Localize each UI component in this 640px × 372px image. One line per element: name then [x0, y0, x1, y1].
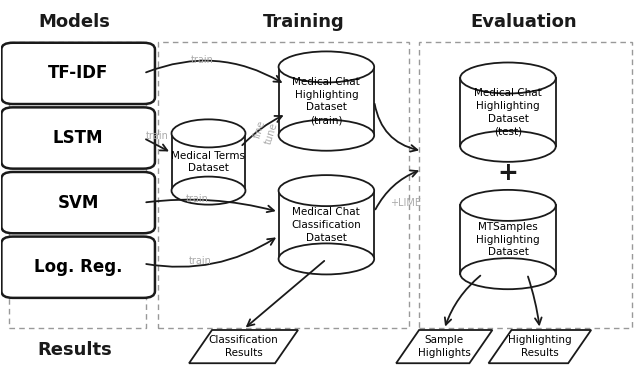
FancyBboxPatch shape [1, 43, 155, 104]
Polygon shape [278, 67, 374, 135]
Text: Classification
Results: Classification Results [209, 336, 278, 358]
Ellipse shape [460, 62, 556, 93]
FancyArrowPatch shape [376, 170, 417, 209]
Ellipse shape [278, 243, 374, 275]
FancyArrowPatch shape [146, 61, 281, 82]
FancyArrowPatch shape [243, 116, 282, 145]
Text: Medical Chat
Highlighting
Dataset
(test): Medical Chat Highlighting Dataset (test) [474, 88, 542, 137]
FancyArrowPatch shape [146, 139, 167, 151]
Text: train: train [186, 193, 209, 203]
Polygon shape [189, 330, 298, 363]
Polygon shape [488, 330, 591, 363]
Polygon shape [396, 330, 492, 363]
FancyBboxPatch shape [1, 172, 155, 233]
FancyArrowPatch shape [147, 200, 274, 212]
Bar [157, 42, 409, 328]
Ellipse shape [172, 119, 246, 147]
Text: Models: Models [39, 13, 111, 31]
Text: +LIME: +LIME [390, 198, 422, 208]
FancyBboxPatch shape [1, 108, 155, 169]
Polygon shape [460, 205, 556, 274]
Text: Log. Reg.: Log. Reg. [34, 258, 122, 276]
Text: LSTM: LSTM [53, 129, 104, 147]
FancyArrowPatch shape [247, 261, 324, 326]
FancyBboxPatch shape [1, 237, 155, 298]
Bar [9, 42, 146, 328]
Text: MTSamples
Highlighting
Dataset: MTSamples Highlighting Dataset [476, 222, 540, 257]
Text: fine
tune: fine tune [252, 118, 280, 145]
Text: train: train [191, 55, 214, 65]
Text: train: train [145, 131, 168, 141]
FancyArrowPatch shape [445, 276, 481, 325]
Bar [419, 42, 632, 328]
Ellipse shape [460, 131, 556, 162]
Text: Medical Chat
Highlighting
Dataset
(train): Medical Chat Highlighting Dataset (train… [292, 77, 360, 125]
Ellipse shape [278, 51, 374, 83]
Text: Medical Chat
Classification
Dataset: Medical Chat Classification Dataset [291, 207, 361, 243]
Ellipse shape [172, 177, 246, 205]
Text: Highlighting
Results: Highlighting Results [508, 336, 572, 358]
Text: Sample
Highlights: Sample Highlights [418, 336, 470, 358]
Text: Medical Terms
Dataset: Medical Terms Dataset [172, 151, 246, 173]
Ellipse shape [460, 258, 556, 289]
Text: +: + [497, 161, 518, 185]
FancyArrowPatch shape [146, 238, 275, 267]
Ellipse shape [278, 120, 374, 151]
Text: Results: Results [37, 341, 112, 359]
Polygon shape [278, 190, 374, 259]
Text: Training: Training [263, 13, 345, 31]
Text: TF-IDF: TF-IDF [48, 64, 108, 82]
Ellipse shape [278, 175, 374, 206]
Ellipse shape [460, 190, 556, 221]
Polygon shape [460, 78, 556, 146]
Text: Evaluation: Evaluation [470, 13, 577, 31]
Text: SVM: SVM [58, 193, 99, 212]
FancyArrowPatch shape [374, 104, 417, 152]
FancyArrowPatch shape [528, 276, 541, 324]
Text: train: train [189, 256, 212, 266]
Polygon shape [172, 134, 246, 190]
